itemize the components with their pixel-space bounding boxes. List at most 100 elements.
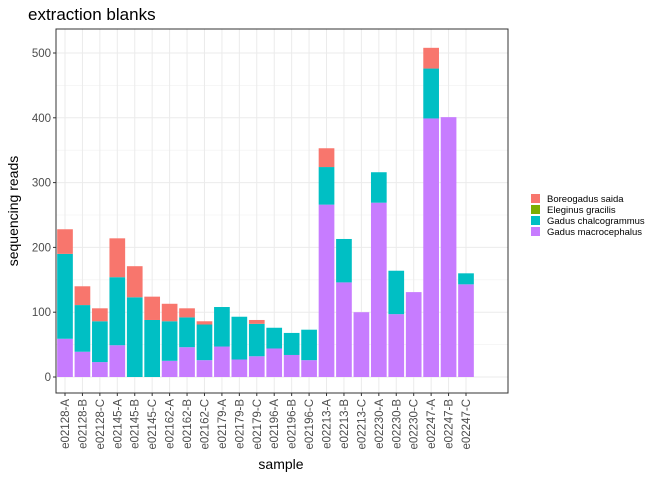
bar-segment-gadus-macrocephalus	[196, 360, 213, 377]
bar-segment-gadus-macrocephalus	[301, 360, 317, 377]
x-tick-label: e02196-C	[304, 399, 316, 450]
bar-segment-gadus-chalcogrammus	[423, 68, 439, 119]
bar-segment-gadus-macrocephalus	[388, 314, 405, 377]
y-tick-label: 400	[32, 113, 51, 125]
bar-segment-gadus-chalcogrammus	[248, 323, 265, 357]
bar-segment-gadus-macrocephalus	[74, 351, 91, 377]
bar-segment-boreogadus-saida	[74, 286, 91, 306]
bar-segment-gadus-macrocephalus	[179, 347, 195, 377]
bar-segment-gadus-macrocephalus	[370, 202, 387, 377]
bar-segment-gadus-macrocephalus	[440, 117, 457, 377]
y-tick-label: 200	[32, 242, 51, 254]
y-tick-label: 300	[32, 178, 51, 190]
x-tick-label: e02196-A	[269, 399, 281, 449]
x-tick-label: e02247-B	[444, 399, 456, 449]
chart-title: extraction blanks	[28, 5, 156, 24]
y-axis: 0 100 200 300 400 500	[32, 48, 56, 384]
bar-segment-gadus-macrocephalus	[248, 356, 265, 377]
x-axis-title: sample	[258, 456, 303, 472]
bar-segment-gadus-macrocephalus	[231, 359, 248, 377]
bar-segment-boreogadus-saida	[196, 321, 213, 325]
bar-segment-gadus-chalcogrammus	[179, 317, 195, 348]
bar-segment-boreogadus-saida	[161, 303, 178, 322]
x-tick-label: e02128-B	[77, 399, 89, 449]
bar-segment-gadus-macrocephalus	[283, 354, 300, 377]
bar-segment-gadus-chalcogrammus	[283, 332, 300, 355]
x-tick-label: e02247-C	[461, 399, 473, 450]
bars	[57, 47, 474, 377]
bar-segment-boreogadus-saida	[179, 308, 195, 318]
bar-segment-gadus-macrocephalus	[161, 360, 178, 377]
bar-segment-gadus-chalcogrammus	[74, 305, 91, 352]
bar-segment-gadus-macrocephalus	[266, 348, 283, 377]
bar-segment-boreogadus-saida	[144, 296, 161, 320]
x-tick-label: e02230-B	[391, 399, 403, 449]
bar-segment-gadus-chalcogrammus	[214, 307, 230, 347]
x-tick-label: e02213-C	[356, 399, 368, 450]
x-tick-label: e02128-C	[95, 399, 107, 450]
bar-segment-gadus-chalcogrammus	[231, 316, 248, 360]
bar-segment-gadus-macrocephalus	[423, 118, 439, 377]
bar-segment-boreogadus-saida	[423, 47, 439, 69]
bar-segment-gadus-macrocephalus	[57, 338, 73, 377]
y-tick-label: 500	[32, 48, 51, 60]
bar-segment-gadus-chalcogrammus	[92, 321, 108, 363]
bar-segment-gadus-macrocephalus	[353, 312, 370, 377]
bar-segment-boreogadus-saida	[92, 308, 108, 322]
x-tick-label: e02230-A	[374, 399, 386, 449]
x-tick-label: e02230-C	[409, 399, 421, 450]
bar-segment-boreogadus-saida	[109, 238, 126, 278]
bar-segment-gadus-chalcogrammus	[458, 273, 474, 285]
bar-segment-gadus-macrocephalus	[405, 292, 422, 377]
legend-key	[531, 194, 540, 203]
bar-segment-boreogadus-saida	[318, 148, 335, 168]
bar-segment-gadus-chalcogrammus	[57, 253, 73, 339]
y-tick-label: 100	[32, 307, 51, 319]
x-axis: e02128-A e02128-B e02128-C e02145-A e02145-B…	[60, 393, 473, 450]
bar-segment-gadus-chalcogrammus	[336, 238, 352, 283]
bar-segment-gadus-macrocephalus	[458, 284, 474, 377]
bar-segment-gadus-chalcogrammus	[144, 319, 161, 377]
panel-border	[55, 28, 509, 394]
bar-segment-gadus-macrocephalus	[336, 282, 352, 377]
bar-segment-gadus-macrocephalus	[109, 345, 126, 377]
x-tick-label: e02179-B	[234, 399, 246, 449]
bar-segment-gadus-chalcogrammus	[196, 324, 213, 361]
bar-segment-boreogadus-saida	[248, 319, 265, 324]
bar-segment-gadus-chalcogrammus	[318, 167, 335, 205]
x-tick-label: e02145-C	[147, 399, 159, 450]
bar-segment-gadus-chalcogrammus	[161, 321, 178, 361]
bar-segment-gadus-macrocephalus	[318, 204, 335, 377]
x-tick-label: e02196-B	[287, 399, 299, 449]
legend-key	[531, 227, 540, 236]
x-tick-label: e02179-A	[217, 399, 229, 449]
x-tick-label: e02213-A	[322, 399, 334, 449]
bar-segment-gadus-chalcogrammus	[266, 327, 283, 349]
x-tick-label: e02162-A	[165, 399, 177, 449]
x-tick-label: e02179-C	[252, 399, 264, 450]
bar-segment-gadus-chalcogrammus	[126, 297, 143, 377]
legend-key	[531, 205, 540, 214]
bar-segment-gadus-macrocephalus	[214, 346, 230, 377]
bar-segment-gadus-chalcogrammus	[370, 172, 387, 203]
x-tick-label: e02128-A	[60, 399, 72, 449]
x-tick-label: e02162-B	[182, 399, 194, 449]
bar-segment-gadus-macrocephalus	[92, 362, 108, 377]
x-tick-label: e02162-C	[199, 399, 211, 450]
legend-label: Gadus chalcogrammus	[547, 216, 645, 227]
x-tick-label: e02145-A	[112, 399, 124, 449]
legend-label: Eleginus gracilis	[547, 205, 616, 216]
legend-label: Gadus macrocephalus	[547, 227, 642, 238]
bar-segment-gadus-chalcogrammus	[388, 270, 405, 315]
x-tick-label: e02145-B	[130, 399, 142, 449]
y-axis-title: sequencing reads	[5, 156, 21, 267]
x-tick-label: e02213-B	[339, 399, 351, 449]
legend-label: Boreogadus saida	[547, 194, 624, 205]
y-tick-label: 0	[45, 372, 51, 384]
legend-key	[531, 216, 540, 225]
bar-segment-gadus-chalcogrammus	[301, 329, 317, 361]
bar-segment-boreogadus-saida	[57, 229, 73, 254]
bar-segment-boreogadus-saida	[126, 266, 143, 298]
